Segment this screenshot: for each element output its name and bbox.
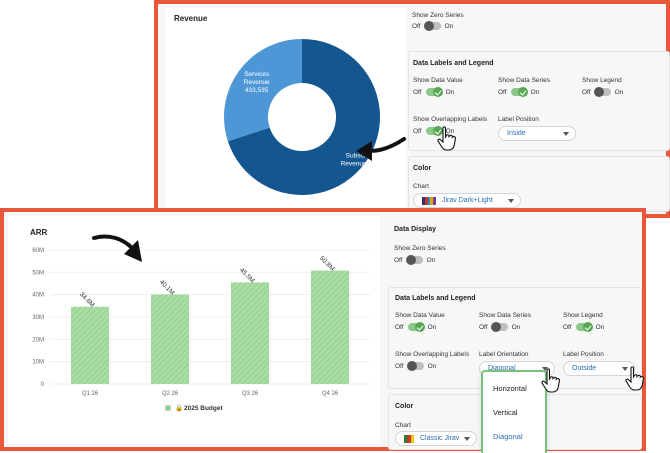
revenue-chart-area: Revenue Subscription Revenue 1.01M Service… xyxy=(166,8,406,214)
data-display-title: Data Display xyxy=(394,226,437,233)
chart-color-label: Chart xyxy=(413,183,429,190)
annotation-arrow-left-icon xyxy=(356,137,406,161)
arr-label-position-label: Label Position xyxy=(563,351,604,358)
arr-show-data-value-label: Show Data Value xyxy=(395,312,445,319)
arr-show-legend-toggle[interactable]: Off On xyxy=(563,322,605,332)
hand-pointer-cursor-icon xyxy=(437,126,457,151)
arr-show-overlapping-label: Show Overlapping Labels xyxy=(395,351,470,358)
y-tick-label: 60M xyxy=(32,248,44,254)
chevron-down-icon xyxy=(542,367,548,371)
donut-slice-label-0: Subscription Revenue 1.01M xyxy=(341,153,387,168)
show-legend-toggle[interactable]: Off On xyxy=(582,87,624,97)
show-data-value-label: Show Data Value xyxy=(413,77,463,84)
revenue-chart-title: Revenue xyxy=(174,14,208,23)
bar-value-label: 40.1M xyxy=(158,279,176,297)
legend-label: 2025 Budget xyxy=(184,405,223,412)
bar-q1-26 xyxy=(71,306,109,384)
arr-chart-area: ARR 0 10M 20M 30M 40M 50M 60M 34.6M Q1 26 40.1M Q2… xyxy=(8,216,380,447)
chevron-down-icon xyxy=(622,367,628,371)
arr-labels-legend-title: Data Labels and Legend xyxy=(395,295,476,302)
arr-show-zero-series-label: Show Zero Series xyxy=(394,245,446,252)
orientation-option-vertical[interactable]: Vertical xyxy=(493,408,518,417)
y-tick-label: 10M xyxy=(32,360,44,366)
arr-show-data-series-label: Show Data Series xyxy=(479,312,532,319)
label-orientation-dropdown: Horizontal Vertical Diagonal xyxy=(481,370,547,453)
lock-icon: 🔒 xyxy=(175,404,183,412)
label-position-select[interactable]: Inside xyxy=(498,126,576,141)
revenue-donut-chart: Subscription Revenue 1.01M Services Revenue… xyxy=(224,39,387,195)
bar-q3-26 xyxy=(231,282,269,384)
y-tick-label: 0 xyxy=(41,382,45,388)
y-tick-label: 30M xyxy=(32,315,44,321)
arr-chart-palette-select[interactable]: Classic Jirav xyxy=(395,431,477,446)
revenue-labels-legend-section: Data Labels and Legend Show Data Value O… xyxy=(408,51,670,151)
arr-bar-chart: 0 10M 20M 30M 40M 50M 60M 34.6M Q1 26 40.1M Q2 26 4… xyxy=(32,248,370,412)
hand-pointer-cursor-icon xyxy=(541,368,561,393)
arr-color-title: Color xyxy=(395,403,414,410)
x-tick-label: Q1 26 xyxy=(82,391,99,397)
revenue-settings: Show Zero Series Off On Data Labels and L… xyxy=(408,4,670,214)
show-zero-series-toggle[interactable]: Off On xyxy=(412,21,454,31)
label-orientation-label: Label Orientation xyxy=(479,351,529,358)
bar-value-label: 45.5M xyxy=(238,267,256,285)
bar-q4-26 xyxy=(311,270,349,384)
donut-slice-1 xyxy=(224,39,302,142)
palette-swatch-icon xyxy=(404,434,414,443)
arr-show-data-value-toggle[interactable]: Off On xyxy=(395,322,437,332)
arr-chart-color-label: Chart xyxy=(395,422,411,429)
show-data-series-toggle[interactable]: Off On xyxy=(498,87,540,97)
donut-slice-0 xyxy=(227,39,380,195)
show-overlapping-toggle[interactable]: Off On xyxy=(413,126,455,136)
arr-settings: Data Display Show Zero Series Off On Data… xyxy=(388,216,645,453)
hand-pointer-cursor-icon xyxy=(625,366,645,391)
y-tick-label: 50M xyxy=(32,270,44,276)
arr-show-overlapping-toggle[interactable]: Off On xyxy=(395,361,437,371)
revenue-panel: Revenue Subscription Revenue 1.01M Service… xyxy=(154,0,670,218)
arr-show-data-series-toggle[interactable]: Off On xyxy=(479,322,521,332)
labels-legend-title: Data Labels and Legend xyxy=(413,60,494,67)
legend-swatch xyxy=(165,405,171,411)
arr-panel: ARR 0 10M 20M 30M 40M 50M 60M 34.6M Q1 26 40.1M Q2… xyxy=(0,208,646,453)
data-display-section: Data Display Show Zero Series Off On xyxy=(388,216,642,286)
x-tick-label: Q3 26 xyxy=(242,391,259,397)
show-overlapping-label: Show Overlapping Labels xyxy=(413,116,488,123)
revenue-color-section: Color Chart Jirav Dark+Light xyxy=(408,156,670,212)
bar-value-label: 34.6M xyxy=(78,291,96,309)
chevron-down-icon xyxy=(508,199,514,203)
arr-chart-title: ARR xyxy=(30,228,48,237)
y-tick-label: 20M xyxy=(32,337,44,343)
chevron-down-icon xyxy=(563,132,569,136)
palette-swatch-icon xyxy=(422,196,436,205)
chart-palette-select[interactable]: Jirav Dark+Light xyxy=(413,193,521,208)
color-title: Color xyxy=(413,165,432,172)
show-data-series-label: Show Data Series xyxy=(498,77,551,84)
orientation-option-diagonal[interactable]: Diagonal xyxy=(493,432,523,441)
arr-label-position-select[interactable]: Outside xyxy=(563,361,635,376)
show-legend-label: Show Legend xyxy=(582,77,622,84)
donut-slice-label-1: Services Revenue 433,535 xyxy=(244,71,270,94)
bar-q2-26 xyxy=(151,294,189,384)
y-tick-label: 40M xyxy=(32,293,44,299)
arr-show-zero-series-toggle[interactable]: Off On xyxy=(394,255,436,265)
annotation-arrow-right-icon xyxy=(92,234,142,262)
x-tick-label: Q4 26 xyxy=(322,391,339,397)
bar-value-label: 50.8M xyxy=(318,255,336,273)
x-tick-label: Q2 26 xyxy=(162,391,179,397)
orientation-option-horizontal[interactable]: Horizontal xyxy=(493,384,527,393)
show-zero-series-label: Show Zero Series xyxy=(412,12,464,19)
show-data-value-toggle[interactable]: Off On xyxy=(413,87,455,97)
arr-show-legend-label: Show Legend xyxy=(563,312,603,319)
label-position-label: Label Position xyxy=(498,116,539,123)
chevron-down-icon xyxy=(464,437,470,441)
